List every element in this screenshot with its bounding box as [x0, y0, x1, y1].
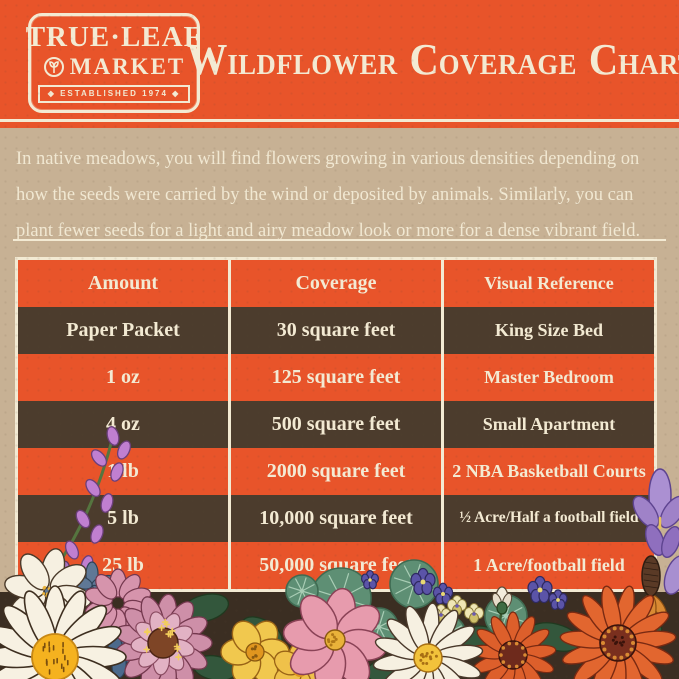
logo-established-badge: ◆ ESTABLISHED 1974 ◆	[37, 85, 191, 103]
table-cell: 1 Acre/football field	[444, 542, 654, 589]
logo-name-row: MARKET	[43, 55, 186, 78]
section-divider-rule	[13, 239, 666, 241]
table-cell: Small Apartment	[444, 401, 654, 448]
logo-name-top: TRUE·LEAF	[25, 21, 203, 54]
seed-icon	[43, 56, 64, 77]
intro-line: plant fewer seeds for a light and airy m…	[16, 221, 641, 241]
intro-line: how the seeds were carried by the wind o…	[16, 185, 634, 205]
table-cell: Master Bedroom	[444, 354, 654, 401]
table-cell: 30 square feet	[231, 307, 441, 354]
table-cell: 25 lb	[18, 542, 228, 589]
table-cell: 10,000 square feet	[231, 495, 441, 542]
column-header-amount: Amount	[18, 260, 228, 307]
true-leaf-market-logo: TRUE·LEAF MARKET ◆ ESTABLISHED 1974 ◆	[25, 13, 203, 113]
column-header-visual-reference: Visual Reference	[444, 260, 654, 307]
table-cell: Paper Packet	[18, 307, 228, 354]
intro-line: In native meadows, you will find flowers…	[16, 149, 640, 169]
table-cell: 500 square feet	[231, 401, 441, 448]
logo-name-bottom: MARKET	[69, 54, 186, 80]
coverage-table: Amount Coverage Visual Reference Paper P…	[15, 257, 657, 592]
table-cell: 1 oz	[18, 354, 228, 401]
header-banner: TRUE·LEAF MARKET ◆ ESTABLISHED 1974 ◆ WI…	[0, 0, 679, 128]
table-cell: ½ Acre/Half a football field	[444, 495, 654, 542]
table-cell: 1 lb	[18, 448, 228, 495]
table-cell: 2000 square feet	[231, 448, 441, 495]
table-cell: 50,000 square feet	[231, 542, 441, 589]
page-title: WILDFLOWER COVERAGE CHART	[187, 0, 679, 120]
title-word: WILDFLOWER	[186, 35, 398, 84]
table-cell: King Size Bed	[444, 307, 654, 354]
footer-band	[0, 592, 679, 679]
title-word: COVERAGE	[409, 35, 577, 84]
table-cell: 125 square feet	[231, 354, 441, 401]
table-cell: 2 NBA Basketball Courts	[444, 448, 654, 495]
table-cell: 4 oz	[18, 401, 228, 448]
column-header-coverage: Coverage	[231, 260, 441, 307]
title-word: CHART	[588, 35, 679, 84]
intro-paragraph: In native meadows, you will find flowers…	[16, 141, 667, 249]
table-cell: 5 lb	[18, 495, 228, 542]
header-bottom-rule	[0, 119, 679, 122]
